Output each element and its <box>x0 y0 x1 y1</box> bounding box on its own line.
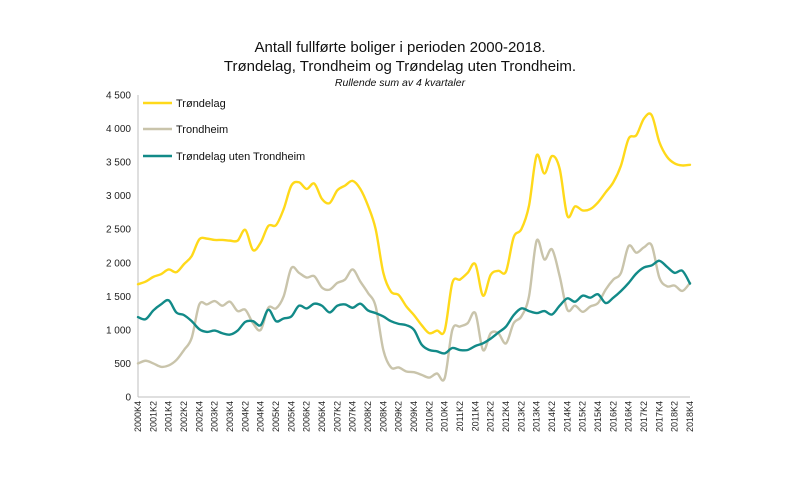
x-tick-label: 2009K4 <box>409 401 419 432</box>
y-tick-label: 500 <box>114 359 131 370</box>
y-tick-label: 2 000 <box>106 258 131 269</box>
x-tick-label: 2008K2 <box>363 401 373 432</box>
x-tick-label: 2007K4 <box>348 401 358 432</box>
y-tick-label: 2 500 <box>106 225 131 236</box>
x-tick-label: 2014K4 <box>562 401 572 432</box>
x-tick-label: 2012K4 <box>501 401 511 432</box>
x-tick-label: 2004K2 <box>240 401 250 432</box>
x-tick-label: 2013K2 <box>516 401 526 432</box>
x-tick-label: 2011K2 <box>455 401 465 431</box>
chart-title-line2: Trøndelag, Trondheim og Trøndelag uten T… <box>224 58 576 75</box>
x-tick-label: 2001K4 <box>164 401 174 432</box>
x-tick-label: 2003K4 <box>225 401 235 432</box>
x-tick-label: 2013K4 <box>532 401 542 432</box>
x-tick-label: 2007K2 <box>332 401 342 432</box>
x-tick-label: 2005K4 <box>286 401 296 432</box>
x-tick-label: 2006K2 <box>302 401 312 432</box>
x-tick-label: 2017K2 <box>639 401 649 432</box>
x-tick-label: 2014K2 <box>547 401 557 432</box>
x-tick-label: 2000K4 <box>133 401 143 432</box>
axes: 0 500 1 000 1 500 2 000 2 500 3 000 3 500 4 000 4… <box>106 91 695 433</box>
x-tick-label: 2002K4 <box>194 401 204 432</box>
y-tick-label: 3 000 <box>106 191 131 202</box>
x-tick-label: 2015K2 <box>578 401 588 432</box>
y-tick-label: 1 500 <box>106 292 131 303</box>
x-tick-label: 2009K2 <box>394 401 404 432</box>
legend-label-trondheim: Trondheim <box>176 124 228 136</box>
legend-label-trondelag-uten-trondheim: Trøndelag uten Trondheim <box>176 151 305 163</box>
y-tick-label: 3 500 <box>106 158 131 169</box>
y-tick-label: 4 500 <box>106 91 131 102</box>
chart-subtitle: Rullende sum av 4 kvartaler <box>335 77 466 89</box>
series-line-trondelag-uten-trondheim <box>136 259 692 355</box>
legend-label-trondelag: Trøndelag <box>176 98 226 110</box>
x-tick-label: 2005K2 <box>271 401 281 432</box>
series-layer <box>136 112 692 382</box>
y-tick-label: 0 <box>125 393 131 404</box>
series-line-trondheim <box>136 238 692 382</box>
x-tick-label: 2018K4 <box>685 401 695 432</box>
y-tick-label: 1 000 <box>106 325 131 336</box>
x-tick-label: 2012K2 <box>486 401 496 432</box>
x-tick-label: 2002K2 <box>179 401 189 432</box>
x-tick-label: 2003K2 <box>210 401 220 432</box>
x-tick-label: 2006K4 <box>317 401 327 432</box>
x-tick-label: 2010K2 <box>424 401 434 432</box>
x-tick-label: 2015K4 <box>593 401 603 432</box>
x-tick-label: 2011K4 <box>470 401 480 431</box>
y-tick-label: 4 000 <box>106 124 131 135</box>
x-tick-label: 2016K4 <box>624 401 634 432</box>
chart-title-line1: Antall fullførte boliger i perioden 2000… <box>254 39 545 56</box>
x-tick-label: 2001K2 <box>148 401 158 432</box>
x-tick-label: 2008K4 <box>378 401 388 432</box>
x-tick-label: 2018K2 <box>670 401 680 432</box>
x-tick-label: 2004K4 <box>256 401 266 432</box>
x-tick-label: 2017K4 <box>654 401 664 432</box>
series-line-trondelag <box>136 112 692 336</box>
x-tick-label: 2016K2 <box>608 401 618 432</box>
legend: Trøndelag Trondheim Trøndelag uten Trondhe… <box>143 98 305 163</box>
x-tick-label: 2010K4 <box>440 401 450 432</box>
